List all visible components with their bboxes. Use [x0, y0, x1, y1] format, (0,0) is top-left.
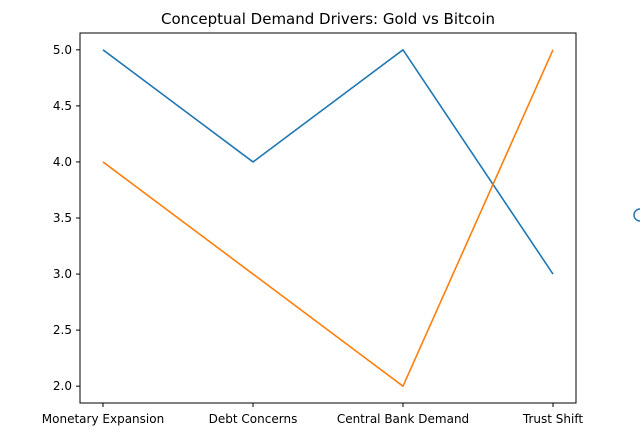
y-tick-label: 5.0	[53, 43, 72, 57]
y-tick-label: 3.0	[53, 267, 72, 281]
legend-marker-icon	[633, 208, 640, 222]
x-tick-label: Debt Concerns	[209, 412, 298, 426]
x-axis: Monetary Expansion Debt Concerns Central B…	[42, 403, 583, 426]
y-tick-label: 2.5	[53, 323, 72, 337]
y-axis: 2.0 2.5 3.0 3.5 4.0 4.5 5.0	[53, 43, 80, 393]
y-tick-label: 4.5	[53, 99, 72, 113]
x-tick-label: Monetary Expansion	[42, 412, 164, 426]
chart-title: Conceptual Demand Drivers: Gold vs Bitco…	[161, 10, 495, 28]
series-line-1	[102, 49, 554, 275]
x-tick-label: Trust Shift	[522, 412, 583, 426]
series-layer	[102, 49, 554, 387]
series-line-2	[102, 49, 554, 387]
x-tick-label: Central Bank Demand	[337, 412, 469, 426]
y-tick-label: 2.0	[53, 379, 72, 393]
y-tick-label: 3.5	[53, 211, 72, 225]
y-tick-label: 4.0	[53, 155, 72, 169]
